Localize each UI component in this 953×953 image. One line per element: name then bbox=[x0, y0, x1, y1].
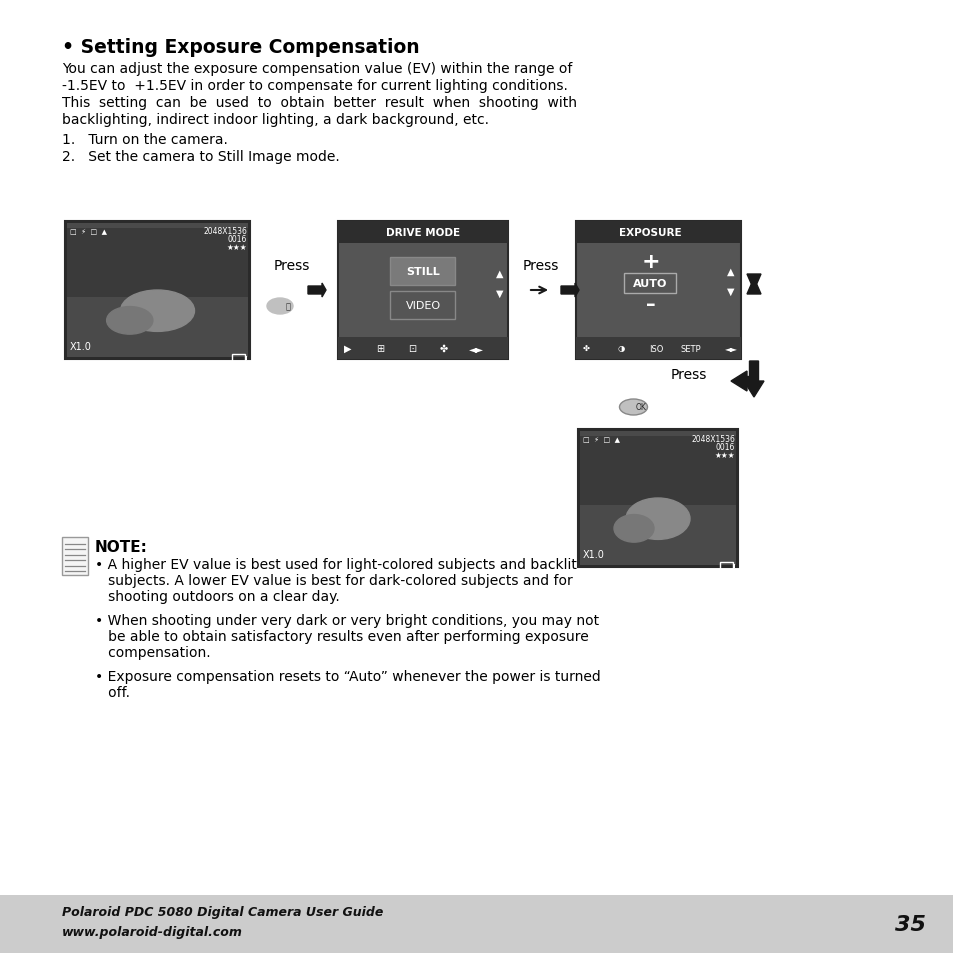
Bar bbox=[0, 895, 953, 953]
Text: ▼: ▼ bbox=[726, 287, 734, 296]
Bar bbox=[67, 229, 248, 297]
Bar bbox=[390, 292, 455, 319]
Text: 1.   Turn on the camera.: 1. Turn on the camera. bbox=[62, 132, 228, 147]
Ellipse shape bbox=[614, 515, 654, 542]
Text: 2048X1536: 2048X1536 bbox=[203, 227, 247, 235]
Text: +: + bbox=[640, 252, 659, 272]
Text: 35: 35 bbox=[894, 914, 925, 934]
Text: This  setting  can  be  used  to  obtain  better  result  when  shooting  with: This setting can be used to obtain bette… bbox=[62, 96, 577, 110]
Bar bbox=[624, 274, 676, 294]
Text: ◄►: ◄► bbox=[468, 344, 483, 354]
Ellipse shape bbox=[107, 307, 152, 335]
Text: ▶: ▶ bbox=[344, 344, 352, 354]
Text: SETP: SETP bbox=[680, 344, 700, 354]
Polygon shape bbox=[560, 284, 578, 297]
Text: Polaroid PDC 5080 Digital Camera User Guide: Polaroid PDC 5080 Digital Camera User Gu… bbox=[62, 905, 383, 918]
Text: • Exposure compensation resets to “Auto” whenever the power is turned: • Exposure compensation resets to “Auto”… bbox=[95, 669, 600, 683]
Bar bbox=[576, 222, 740, 244]
Text: EXPOSURE: EXPOSURE bbox=[618, 228, 681, 237]
Bar bbox=[576, 337, 740, 359]
Text: ★★★: ★★★ bbox=[714, 451, 734, 459]
Text: STILL: STILL bbox=[406, 267, 439, 276]
Text: Press: Press bbox=[274, 258, 310, 273]
Text: • A higher EV value is best used for light-colored subjects and backlit: • A higher EV value is best used for lig… bbox=[95, 558, 577, 572]
Text: AUTO: AUTO bbox=[633, 278, 667, 289]
Ellipse shape bbox=[625, 498, 689, 539]
Bar bbox=[232, 355, 245, 363]
Bar bbox=[732, 564, 734, 568]
Text: backlighting, indirect indoor lighting, a dark background, etc.: backlighting, indirect indoor lighting, … bbox=[62, 112, 489, 127]
Text: 2.   Set the camera to Still Image mode.: 2. Set the camera to Still Image mode. bbox=[62, 150, 339, 164]
Bar bbox=[62, 537, 88, 576]
Bar bbox=[720, 562, 732, 571]
Text: www.polaroid-digital.com: www.polaroid-digital.com bbox=[62, 925, 243, 938]
Bar bbox=[579, 432, 735, 565]
Text: DRIVE MODE: DRIVE MODE bbox=[386, 228, 459, 237]
Text: Press: Press bbox=[522, 258, 558, 273]
Polygon shape bbox=[730, 372, 749, 392]
Text: ▲: ▲ bbox=[726, 267, 734, 276]
Text: You can adjust the exposure compensation value (EV) within the range of: You can adjust the exposure compensation… bbox=[62, 62, 572, 76]
Bar bbox=[337, 222, 507, 359]
Text: –: – bbox=[645, 294, 655, 314]
Text: ◑: ◑ bbox=[617, 344, 624, 354]
Text: VIDEO: VIDEO bbox=[405, 301, 440, 311]
Text: • Setting Exposure Compensation: • Setting Exposure Compensation bbox=[62, 38, 419, 57]
Ellipse shape bbox=[120, 291, 194, 332]
Text: ISO: ISO bbox=[648, 344, 662, 354]
Polygon shape bbox=[746, 278, 760, 294]
Bar bbox=[576, 222, 740, 359]
Text: ✤: ✤ bbox=[582, 344, 589, 354]
Bar bbox=[337, 337, 507, 359]
Text: ⓜ: ⓜ bbox=[285, 302, 291, 312]
Text: ▲: ▲ bbox=[496, 269, 503, 278]
Text: -1.5EV to  +1.5EV in order to compensate for current lighting conditions.: -1.5EV to +1.5EV in order to compensate … bbox=[62, 79, 567, 92]
Text: □  ⚡  □  ▲: □ ⚡ □ ▲ bbox=[70, 229, 107, 234]
Text: X1.0: X1.0 bbox=[70, 341, 91, 352]
Bar bbox=[65, 222, 250, 359]
Bar bbox=[337, 222, 507, 244]
Bar bbox=[245, 356, 247, 360]
Bar bbox=[67, 224, 248, 357]
Ellipse shape bbox=[267, 298, 293, 314]
Text: ★★★: ★★★ bbox=[226, 243, 247, 252]
Text: ◄►: ◄► bbox=[723, 344, 737, 354]
Text: Press: Press bbox=[670, 368, 706, 381]
Text: off.: off. bbox=[95, 685, 130, 700]
Text: be able to obtain satisfactory results even after performing exposure: be able to obtain satisfactory results e… bbox=[95, 629, 588, 643]
Bar bbox=[578, 430, 738, 567]
Text: 2048X1536: 2048X1536 bbox=[690, 435, 734, 443]
Text: ✤: ✤ bbox=[439, 344, 448, 354]
Text: ▼: ▼ bbox=[496, 289, 503, 298]
Text: compensation.: compensation. bbox=[95, 645, 211, 659]
Text: □  ⚡  □  ▲: □ ⚡ □ ▲ bbox=[582, 436, 619, 442]
Polygon shape bbox=[308, 284, 326, 297]
Text: ⊞: ⊞ bbox=[375, 344, 384, 354]
Text: subjects. A lower EV value is best for dark-colored subjects and for: subjects. A lower EV value is best for d… bbox=[95, 574, 572, 587]
Text: shooting outdoors on a clear day.: shooting outdoors on a clear day. bbox=[95, 589, 339, 603]
Bar bbox=[390, 257, 455, 286]
Polygon shape bbox=[746, 274, 760, 291]
Text: ⊡: ⊡ bbox=[408, 344, 416, 354]
Ellipse shape bbox=[618, 399, 647, 416]
Text: 0016: 0016 bbox=[715, 442, 734, 452]
Polygon shape bbox=[743, 361, 763, 397]
Text: 0016: 0016 bbox=[228, 234, 247, 244]
Text: X1.0: X1.0 bbox=[582, 550, 604, 559]
Text: NOTE:: NOTE: bbox=[95, 539, 148, 555]
Text: • When shooting under very dark or very bright conditions, you may not: • When shooting under very dark or very … bbox=[95, 614, 598, 627]
Text: OK: OK bbox=[636, 403, 646, 412]
Bar bbox=[579, 436, 735, 505]
